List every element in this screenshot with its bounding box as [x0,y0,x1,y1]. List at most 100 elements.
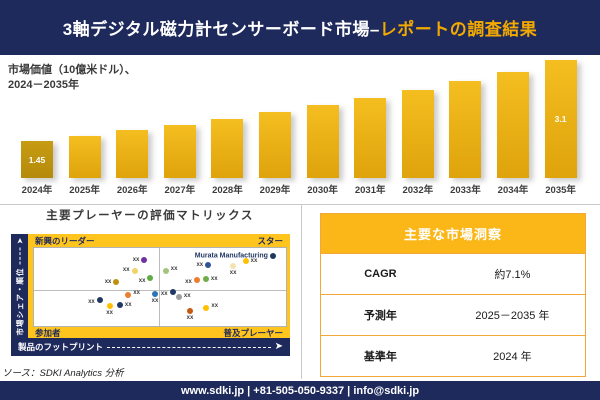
quadrant-label-top-left: 新興のリーダー [35,235,95,246]
bar-2031年 [354,98,387,178]
scatter-point-label: xx [183,292,191,299]
page-title-main: 3軸デジタル磁力計センサーボード市場– [62,20,380,39]
bar-2035年: 3.1 [544,60,577,178]
scatter-point-label: xx [210,276,218,283]
quadrant-label-top-right: スター [257,235,283,246]
scatter-point-label: xx [104,279,112,286]
scatter-point [175,293,182,300]
scatter-point-label: xx [88,298,95,305]
header-banner: 3軸デジタル磁力計センサーボード市場–レポートの調査結果 [0,0,600,55]
bar-2033年 [449,81,482,178]
matrix-y-axis-rotated: 市場シェア・順位 ➤ [11,234,28,338]
table-row: CAGR 約7.1% [321,253,585,294]
x-axis-tick: 2030年 [307,185,338,196]
scatter-point [116,301,123,308]
scatter-point [96,296,103,303]
quadrant-divider-horizontal [34,289,286,291]
x-axis-tick: 2032年 [402,185,434,196]
scatter-point-label: xx [122,266,130,273]
scatter-point [186,307,193,314]
quadrant-band-top: 新興のリーダー スター [28,234,290,247]
row-value: 2025－2035 年 [475,310,550,322]
bar-2027年 [163,125,196,178]
scatter-point-label: xx [151,298,159,305]
chart-subtitle-line1: 市場価値（10億米ドル）、 [8,64,136,76]
page-title-accent: レポートの調査結果 [379,20,538,39]
x-axis-tick: 2024年 [21,185,53,196]
matrix-plot: xx xx xx xx xx xx xx xx Murata Manufacturing xx xx… [33,247,287,327]
scatter-point-label: xx [186,314,194,321]
scatter-point [269,253,276,260]
scatter-point [242,258,249,265]
chart-subtitle: 市場価値（10億米ドル）、 2024－2035年 [8,63,208,94]
bar-chart: 市場価値（10億米ドル）、 2024－2035年 1.45 2024年 2025年 2… [0,55,600,196]
x-axis-tick: 2033年 [450,185,481,196]
row-value: 2024 年 [493,351,532,363]
scatter-point [151,291,158,298]
matrix-title: 主要プレーヤーの評価マトリックス [46,210,254,222]
page-title: 3軸デジタル磁力計センサーボード市場–レポートの調査結果 [63,15,538,40]
bar-2034年 [497,72,529,178]
scatter-point-label: xx [124,301,132,308]
scatter-point [106,303,113,310]
scatter-point [169,288,176,295]
matrix-y-axis: 市場シェア・順位 ➤ [11,234,28,338]
row-value: 約7.1% [494,269,531,281]
row-label: CAGR [364,268,397,280]
scatter-point [193,277,200,284]
scatter-point-label: xx [250,258,258,265]
scatter-point-label: xx [170,265,178,272]
quadrant-label-bottom-left: 参加者 [35,327,61,338]
scatter-point-label: xx [211,302,219,309]
bar-2030年 [306,105,339,178]
matrix-main: 市場シェア・順位 ➤ 新興のリーダー スター xx xx xx xx xx xx xx xx M… [11,234,290,338]
bar-value-label: 1.45 [28,154,46,165]
x-axis-dashed-line [107,346,271,348]
insights-table: 主要な市場洞察 CAGR 約7.1% 予測年 2025－2035 年 基準年 2… [320,213,586,377]
scatter-point-label: xx [229,270,237,277]
quadrant-divider-vertical [159,248,161,326]
source-note: ソース：SDKI Analytics 分析 [2,368,124,379]
quadrant-band-bottom: 参加者 普及プレーヤー [28,327,290,338]
scatter-point-label: xx [185,279,192,286]
chart-subtitle-line2: 2024－2035年 [8,79,79,92]
scatter-point-label: xx [132,257,140,263]
quadrant-label-bottom-right: 普及プレーヤー [223,327,283,338]
scatter-point [131,267,138,274]
scatter-point [147,275,154,282]
bar-2025年 [68,136,101,178]
right-arrow-icon: ➤ [274,341,283,352]
scatter-point-label: xx [196,262,204,269]
bar-2024年: 1.45 [21,141,53,178]
x-axis-tick: 2026年 [116,185,148,196]
x-axis-tick: 2025年 [69,185,100,196]
y-axis-dashed-line [19,246,20,264]
matrix-x-axis: 製品のフットプリント ➤ [11,338,290,356]
scatter-point [141,257,148,263]
insights-table-header: 主要な市場洞察 [321,214,585,253]
x-axis-label: 製品のフットプリント [18,342,104,352]
x-axis-tick: 2031年 [354,185,386,196]
row-label: 基準年 [363,351,397,363]
scatter-point [205,262,212,269]
x-axis-tick: 2029年 [259,185,291,196]
table-row: 予測年 2025－2035 年 [321,294,585,335]
section-divider-vertical [301,204,302,379]
section-divider-horizontal [0,204,600,205]
scatter-point-label: Murata Manufacturing [194,252,268,260]
bar-2029年 [259,112,291,178]
x-axis-tick: 2034年 [497,185,529,196]
footer-contact-text: www.sdki.jp | +81-505-050-9337 | info@sd… [180,384,420,397]
y-axis-label: 市場シェア・順位 [15,267,24,335]
scatter-point-label: xx [160,290,168,297]
scatter-point [230,263,237,270]
scatter-point [162,267,169,274]
bar-2032年 [401,90,434,178]
scatter-point [203,304,210,311]
scatter-point [125,292,132,299]
scatter-point-label: xx [106,310,113,317]
x-axis-tick: 2027年 [164,185,196,196]
scatter-point-label: xx [133,290,140,297]
bar-2026年 [116,130,149,178]
